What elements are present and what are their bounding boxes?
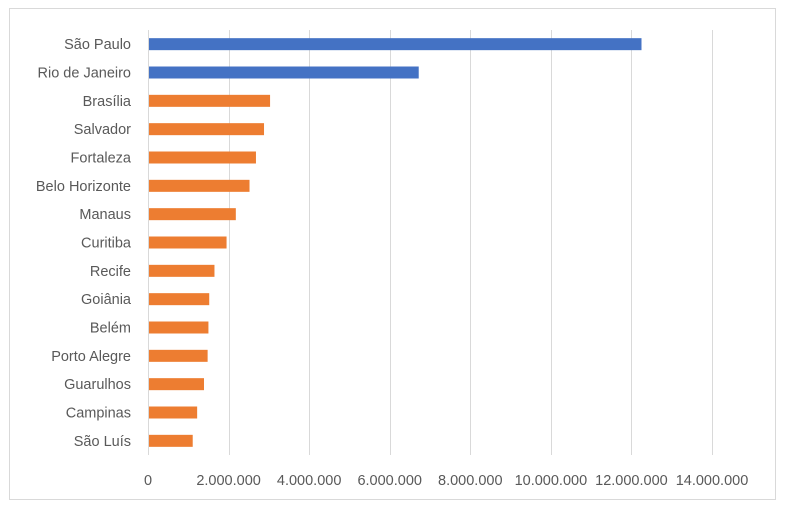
bar	[149, 264, 215, 277]
x-tick-label: 12.000.000	[595, 473, 668, 489]
category-label: Belém	[90, 321, 131, 337]
bar	[149, 123, 265, 136]
bar	[149, 349, 208, 362]
bar	[149, 236, 227, 249]
bar	[149, 378, 204, 391]
category-label: Brasília	[83, 94, 132, 110]
bar	[149, 293, 210, 306]
bar	[149, 151, 256, 164]
category-label: Manaus	[79, 207, 131, 223]
x-tick-label: 10.000.000	[515, 473, 588, 489]
gridlines	[148, 30, 713, 455]
bar	[149, 38, 642, 51]
category-labels: São Paulo Rio de Janeiro Brasília Salvador F…	[36, 37, 132, 450]
category-label: Porto Alegre	[51, 349, 131, 365]
category-label: Guarulhos	[64, 377, 131, 393]
category-label: Belo Horizonte	[36, 179, 131, 195]
category-label: Curitiba	[81, 236, 132, 252]
x-tick-label: 14.000.000	[676, 473, 749, 489]
bars	[149, 38, 642, 447]
x-tick-label: 6.000.000	[357, 473, 422, 489]
bar	[149, 94, 271, 107]
x-tick-label: 8.000.000	[438, 473, 503, 489]
x-tick-label: 4.000.000	[277, 473, 342, 489]
x-tick-label: 0	[144, 473, 152, 489]
bar	[149, 179, 250, 192]
bar	[149, 66, 419, 79]
chart-frame	[9, 8, 776, 500]
bar	[149, 321, 209, 334]
bar	[149, 208, 236, 221]
category-label: Goiânia	[81, 292, 132, 308]
category-label: Salvador	[74, 122, 131, 138]
bar	[149, 434, 193, 447]
category-label: Campinas	[66, 406, 131, 422]
x-tick-label: 2.000.000	[196, 473, 261, 489]
category-label: Recife	[90, 264, 131, 280]
category-label: São Luís	[74, 434, 131, 450]
category-label: Rio de Janeiro	[38, 66, 132, 82]
category-label: Fortaleza	[71, 151, 132, 167]
x-tick-labels: 0 2.000.000 4.000.000 6.000.000 8.000.000 10.…	[144, 473, 748, 489]
category-label: São Paulo	[64, 37, 131, 53]
bar	[149, 406, 198, 419]
